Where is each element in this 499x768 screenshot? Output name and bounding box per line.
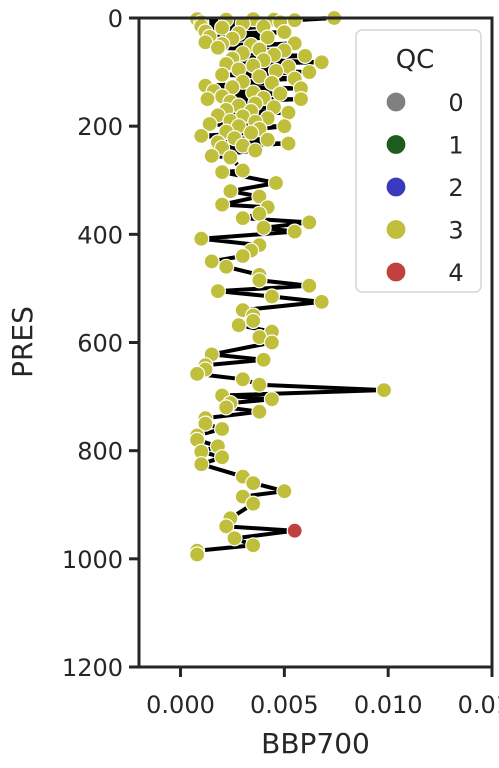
legend-marker: [385, 261, 407, 283]
data-point: [234, 210, 251, 227]
data-point: [203, 253, 220, 270]
data-point: [193, 230, 210, 247]
data-point: [214, 164, 231, 181]
data-point: [234, 371, 251, 388]
data-point: [251, 68, 268, 85]
data-point: [255, 351, 272, 368]
data-point: [280, 135, 297, 152]
plot-frame: [137, 16, 494, 669]
data-point: [226, 530, 243, 547]
data-point: [199, 90, 216, 108]
data-point: [251, 188, 268, 205]
legend-label: 1: [448, 132, 463, 160]
data-point: [272, 85, 289, 102]
x-axis-ticks: 0.000 0.005 0.010 0.015: [146, 667, 499, 719]
data-point: [276, 483, 293, 500]
data-point: [259, 29, 276, 46]
data-point: [214, 19, 231, 36]
data-point: [230, 317, 247, 334]
data-point: [292, 90, 310, 108]
data-point: [209, 39, 226, 56]
data-point: [301, 277, 318, 294]
legend-label: 4: [448, 259, 463, 287]
y-tick-label: 400: [77, 221, 123, 249]
data-point: [259, 131, 276, 148]
data-point: [276, 118, 293, 135]
legend-marker: [385, 133, 407, 156]
legend-marker: [385, 176, 407, 198]
legend-label: 0: [448, 89, 463, 117]
data-point: [245, 475, 262, 492]
x-tick-label: 0.005: [250, 691, 319, 719]
data-point: [234, 247, 251, 265]
x-axis-label: BBP700: [261, 727, 370, 760]
data-point: [276, 23, 293, 41]
data-point: [197, 415, 214, 432]
data-point: [234, 162, 251, 179]
data-point: [193, 127, 210, 144]
data-point: [286, 12, 303, 29]
data-point: [313, 293, 330, 310]
data-point: [286, 223, 303, 240]
y-tick-label: 200: [77, 113, 123, 141]
data-point: [280, 104, 297, 121]
plot-area: [189, 9, 393, 563]
x-tick-label: 0.010: [354, 691, 423, 719]
data-point: [313, 54, 330, 71]
data-point: [245, 495, 262, 512]
x-tick-label: 0.000: [146, 691, 215, 719]
data-point: [222, 149, 239, 166]
data-point: [218, 258, 235, 275]
data-point: [247, 142, 264, 159]
legend-marker: [385, 91, 407, 113]
legend-label: 3: [448, 217, 463, 245]
data-point: [301, 214, 318, 231]
data-point: [301, 63, 318, 81]
x-tick-label: 0.015: [458, 691, 499, 719]
legend-entries: 0 1 2 3 4: [385, 89, 464, 287]
data-point: [263, 74, 280, 92]
data-point: [263, 391, 280, 408]
data-point: [255, 219, 272, 236]
data-point: [245, 537, 262, 554]
data-point: [251, 272, 268, 289]
data-point: [214, 449, 231, 466]
legend-label: 2: [448, 174, 463, 202]
data-point: [218, 518, 235, 535]
data-point: [189, 365, 206, 382]
data-point: [245, 312, 262, 329]
data-point: [189, 546, 206, 563]
data-point: [267, 174, 285, 192]
data-point: [251, 376, 268, 393]
data-point: [209, 283, 226, 300]
y-tick-label: 600: [77, 330, 123, 358]
legend-marker: [385, 218, 407, 241]
data-point: [297, 47, 314, 65]
legend-title: QC: [396, 45, 435, 75]
data-point: [193, 456, 210, 473]
data-point: [286, 522, 303, 539]
data-point: [222, 183, 239, 200]
y-tick-label: 800: [77, 438, 123, 466]
data-point: [243, 124, 260, 141]
y-axis-label: PRES: [6, 306, 39, 378]
y-tick-label: 1200: [62, 654, 123, 682]
data-point: [375, 382, 393, 399]
data-point: [201, 115, 218, 133]
data-point: [203, 147, 220, 164]
legend: QC 0 1 2 3 4: [355, 29, 482, 293]
data-point: [218, 399, 235, 416]
data-point: [251, 403, 268, 420]
data-point: [251, 205, 268, 222]
y-tick-label: 0: [108, 5, 123, 33]
data-point: [214, 420, 231, 438]
y-tick-label: 1000: [62, 546, 123, 574]
y-axis-ticks: 0 200 400 600 800 1000 1200: [62, 5, 139, 682]
data-point: [263, 288, 280, 305]
data-point: [214, 196, 231, 213]
data-points: [189, 9, 393, 563]
data-point: [214, 66, 231, 83]
data-point: [263, 334, 280, 351]
